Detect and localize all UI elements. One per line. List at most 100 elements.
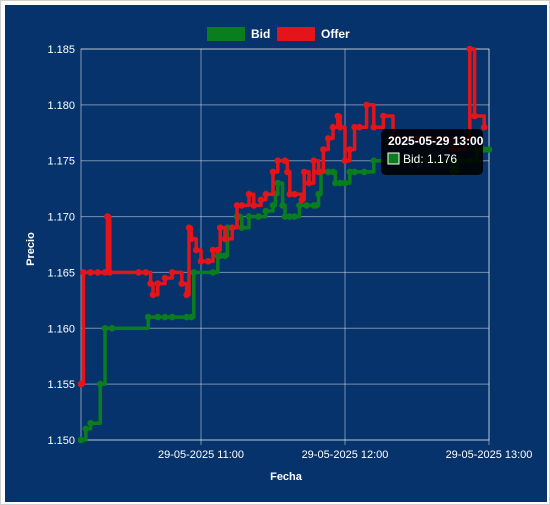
offer-point[interactable] <box>185 224 193 231</box>
offer-point[interactable] <box>80 269 87 276</box>
offer-point[interactable] <box>380 112 387 120</box>
offer-point[interactable] <box>192 246 200 254</box>
offer-point[interactable] <box>178 280 186 287</box>
bid-point[interactable] <box>221 252 229 259</box>
offer-point[interactable] <box>336 123 344 131</box>
offer-point[interactable] <box>298 196 306 204</box>
offer-point[interactable] <box>154 280 162 287</box>
offer-point[interactable] <box>284 168 291 176</box>
offer-point[interactable] <box>315 168 322 176</box>
offer-point[interactable] <box>291 190 298 198</box>
offer-point[interactable] <box>341 157 349 164</box>
offer-point[interactable] <box>324 135 332 142</box>
bid-point[interactable] <box>360 168 368 176</box>
bid-point[interactable] <box>485 146 493 153</box>
legend-item-offer[interactable]: Offer <box>277 27 350 41</box>
bid-point[interactable] <box>209 269 217 276</box>
offer-point[interactable] <box>197 258 205 265</box>
offer-point[interactable] <box>262 190 270 198</box>
bid-point[interactable] <box>329 168 337 176</box>
offer-point[interactable] <box>147 280 154 287</box>
offer-point[interactable] <box>320 146 327 153</box>
offer-point[interactable] <box>334 112 342 120</box>
offer-point[interactable] <box>346 146 354 153</box>
bid-point[interactable] <box>262 207 270 215</box>
bid-point[interactable] <box>161 313 169 321</box>
bid-point[interactable] <box>303 202 310 209</box>
offer-point[interactable] <box>142 269 150 276</box>
offer-point[interactable] <box>480 123 488 131</box>
bid-point[interactable] <box>154 313 162 321</box>
offer-point[interactable] <box>250 202 258 209</box>
offer-point[interactable] <box>135 269 142 276</box>
offer-point[interactable] <box>106 269 114 276</box>
bid-point[interactable] <box>324 168 332 176</box>
bid-point[interactable] <box>77 436 85 444</box>
offer-point[interactable] <box>149 291 157 299</box>
bid-point[interactable] <box>332 179 339 187</box>
offer-point[interactable] <box>356 123 363 131</box>
offer-point[interactable] <box>188 235 195 243</box>
bid-point[interactable] <box>341 179 349 187</box>
offer-point[interactable] <box>228 224 236 231</box>
bid-point[interactable] <box>82 425 90 433</box>
bid-point[interactable] <box>238 224 246 231</box>
bid-point[interactable] <box>269 202 277 209</box>
bid-point[interactable] <box>87 419 94 427</box>
offer-point[interactable] <box>370 123 378 131</box>
bid-point[interactable] <box>279 202 286 209</box>
legend-item-bid[interactable]: Bid <box>207 27 270 41</box>
bid-point[interactable] <box>101 325 109 332</box>
offer-point[interactable] <box>183 291 190 299</box>
offer-point[interactable] <box>94 269 102 276</box>
offer-point[interactable] <box>363 101 370 109</box>
bid-point[interactable] <box>190 269 198 276</box>
bid-point[interactable] <box>312 202 320 209</box>
bid-point[interactable] <box>291 213 298 220</box>
offer-point[interactable] <box>305 179 313 187</box>
offer-point[interactable] <box>269 168 277 176</box>
bid-point[interactable] <box>315 190 322 198</box>
offer-point[interactable] <box>238 202 246 209</box>
bid-point[interactable] <box>351 168 358 176</box>
chart-series[interactable] <box>77 45 493 444</box>
offer-point[interactable] <box>274 157 282 164</box>
offer-point[interactable] <box>216 224 224 231</box>
bid-point[interactable] <box>168 313 176 321</box>
offer-point[interactable] <box>233 202 241 209</box>
series-offer[interactable] <box>77 45 488 388</box>
offer-point[interactable] <box>221 235 229 243</box>
bid-point[interactable] <box>216 252 224 259</box>
bid-point[interactable] <box>281 213 289 220</box>
series-bid[interactable] <box>77 146 493 444</box>
offer-point[interactable] <box>101 269 109 276</box>
offer-point[interactable] <box>168 269 176 276</box>
bid-point[interactable] <box>245 213 253 220</box>
bid-point[interactable] <box>296 202 303 209</box>
offer-point[interactable] <box>204 258 212 265</box>
bid-point[interactable] <box>188 313 195 321</box>
offer-point[interactable] <box>281 157 289 164</box>
bid-point[interactable] <box>286 213 294 220</box>
offer-point[interactable] <box>209 246 217 254</box>
offer-point[interactable] <box>329 123 337 131</box>
offer-point[interactable] <box>104 213 111 220</box>
offer-point[interactable] <box>310 157 318 164</box>
bid-point[interactable] <box>336 179 344 187</box>
offer-point[interactable] <box>257 196 265 204</box>
bid-point[interactable] <box>274 179 282 187</box>
offer-point[interactable] <box>245 190 253 198</box>
bid-point[interactable] <box>370 157 378 164</box>
offer-point[interactable] <box>300 168 308 176</box>
bid-point[interactable] <box>255 213 262 220</box>
offer-point[interactable] <box>87 269 94 276</box>
bid-point[interactable] <box>183 313 190 321</box>
offer-point[interactable] <box>466 45 474 53</box>
offer-point[interactable] <box>161 274 169 282</box>
offer-point[interactable] <box>77 380 85 388</box>
bid-point[interactable] <box>346 168 354 176</box>
bid-point[interactable] <box>96 380 104 388</box>
bid-point[interactable] <box>144 313 152 321</box>
offer-point[interactable] <box>351 123 358 131</box>
offer-point[interactable] <box>214 246 222 254</box>
